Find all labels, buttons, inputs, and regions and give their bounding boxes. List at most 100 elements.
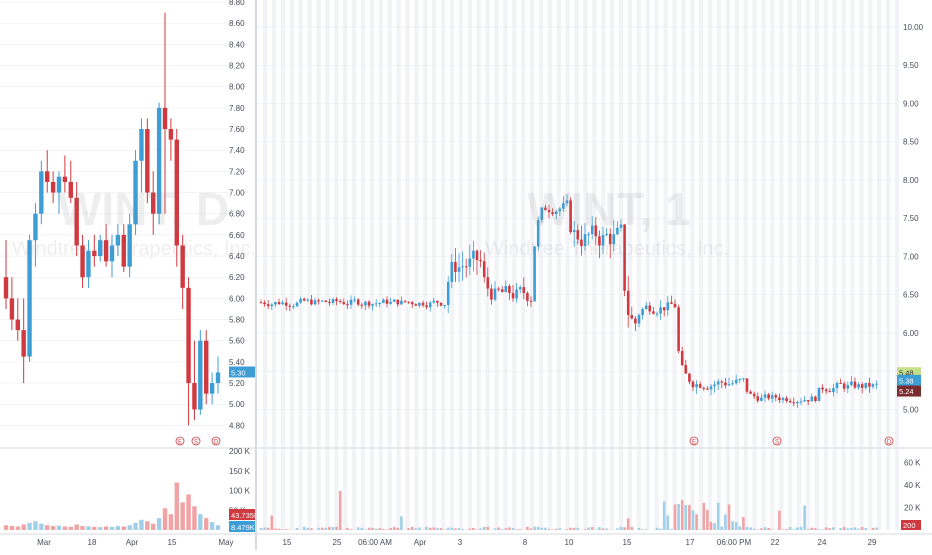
- candle-body: [397, 300, 400, 305]
- volume-bar: [80, 526, 84, 530]
- candle-body: [587, 234, 590, 235]
- session-shade: [299, 0, 303, 530]
- event-marker: S: [775, 440, 779, 446]
- candle-body: [92, 251, 96, 256]
- volume-bar: [415, 528, 418, 530]
- candle-body: [875, 384, 878, 385]
- intraday-candlestick-chart[interactable]: 10.009.509.008.508.007.507.006.506.005.5…: [257, 0, 932, 550]
- candle-body: [80, 245, 84, 277]
- candle-body: [731, 383, 734, 384]
- candle-body: [843, 384, 846, 389]
- x-axis-tick: 18: [88, 538, 97, 547]
- candle-body: [74, 198, 78, 246]
- candle-body: [692, 382, 695, 387]
- daily-candlestick-chart[interactable]: 8.808.608.408.208.007.807.607.407.207.00…: [0, 0, 256, 550]
- volume-label-sell: 43.735K: [231, 511, 256, 520]
- candle-body: [577, 230, 580, 239]
- volume-bar: [872, 528, 875, 530]
- volume-bar: [803, 506, 806, 530]
- candle-body: [782, 398, 785, 400]
- volume-bar: [818, 529, 821, 530]
- volume-bar: [192, 506, 196, 530]
- volume-bar: [151, 524, 155, 530]
- candle-body: [33, 214, 37, 240]
- volume-axis-tick: 40 K: [904, 481, 921, 490]
- candle-body: [122, 235, 126, 267]
- candle-body: [180, 245, 184, 287]
- volume-bar: [663, 501, 666, 530]
- volume-bar: [631, 527, 634, 530]
- candle-body: [332, 299, 335, 303]
- volume-bar: [411, 527, 414, 530]
- candle-body: [605, 234, 608, 235]
- volume-bar: [425, 527, 428, 530]
- volume-bar: [800, 527, 803, 530]
- volume-bar: [210, 522, 214, 530]
- price-axis-tick: 7.40: [229, 146, 245, 155]
- candle-body: [497, 289, 500, 290]
- volume-bar: [843, 527, 846, 530]
- volume-bar: [508, 527, 511, 530]
- volume-bar: [875, 528, 878, 530]
- volume-axis-tick: 60 K: [904, 458, 921, 467]
- session-shade: [601, 0, 605, 530]
- price-axis-tick: 8.60: [229, 19, 245, 28]
- volume-bar: [51, 526, 55, 530]
- candle-body: [533, 246, 536, 301]
- x-axis-tick: 06:00 PM: [717, 538, 752, 547]
- candle-body: [746, 378, 749, 391]
- candle-body: [353, 300, 356, 301]
- volume-bar: [204, 518, 208, 530]
- volume-bar: [317, 528, 320, 530]
- volume-label: 200: [903, 521, 916, 530]
- candle-body: [400, 301, 403, 305]
- price-axis-tick: 9.00: [903, 99, 919, 108]
- event-marker: E: [178, 440, 182, 446]
- daily-chart-pane[interactable]: WINT, D Windtree Therapeutics, Inc. 8.80…: [0, 0, 256, 550]
- volume-bar: [10, 526, 14, 530]
- candle-body: [508, 286, 511, 293]
- candle-body: [418, 303, 421, 306]
- volume-bar: [74, 524, 78, 530]
- candle-body: [368, 302, 371, 306]
- candle-body: [724, 383, 727, 386]
- price-axis-tick: 6.40: [229, 252, 245, 261]
- candle-body: [357, 300, 360, 305]
- volume-bar: [216, 525, 220, 530]
- candle-body: [800, 401, 803, 402]
- volume-bar: [685, 505, 688, 530]
- candle-body: [386, 300, 389, 304]
- volume-bar: [303, 527, 306, 530]
- intraday-chart-pane[interactable]: WINT, 1 Windtree Therapeutics, Inc. 10.0…: [257, 0, 932, 550]
- volume-bar: [281, 529, 284, 530]
- candle-body: [541, 208, 544, 220]
- candle-body: [321, 301, 324, 302]
- volume-bar: [198, 514, 202, 530]
- volume-bar: [16, 526, 20, 530]
- candle-body: [688, 374, 691, 382]
- price-axis-tick: 8.50: [903, 138, 919, 147]
- candle-body: [198, 341, 202, 410]
- candle-body: [335, 299, 338, 301]
- volume-bar: [436, 528, 439, 530]
- volume-bar: [782, 529, 785, 530]
- candle-body: [443, 305, 446, 306]
- session-shade: [521, 0, 525, 530]
- session-shade: [290, 0, 294, 530]
- candle-body: [325, 301, 328, 302]
- volume-bar: [641, 529, 644, 530]
- candle-body: [829, 391, 832, 392]
- candle-body: [602, 235, 605, 246]
- x-axis-tick: 15: [283, 538, 292, 547]
- volume-bar: [98, 527, 102, 530]
- candle-body: [641, 309, 644, 315]
- event-marker: E: [692, 440, 696, 446]
- candle-body: [760, 398, 763, 401]
- session-shade: [379, 0, 383, 530]
- x-axis-tick: May: [218, 538, 233, 547]
- volume-bar: [400, 516, 403, 530]
- volume-bar: [598, 527, 601, 530]
- price-axis-tick: 8.20: [229, 62, 245, 71]
- volume-bar: [865, 528, 868, 530]
- volume-bar: [163, 508, 167, 530]
